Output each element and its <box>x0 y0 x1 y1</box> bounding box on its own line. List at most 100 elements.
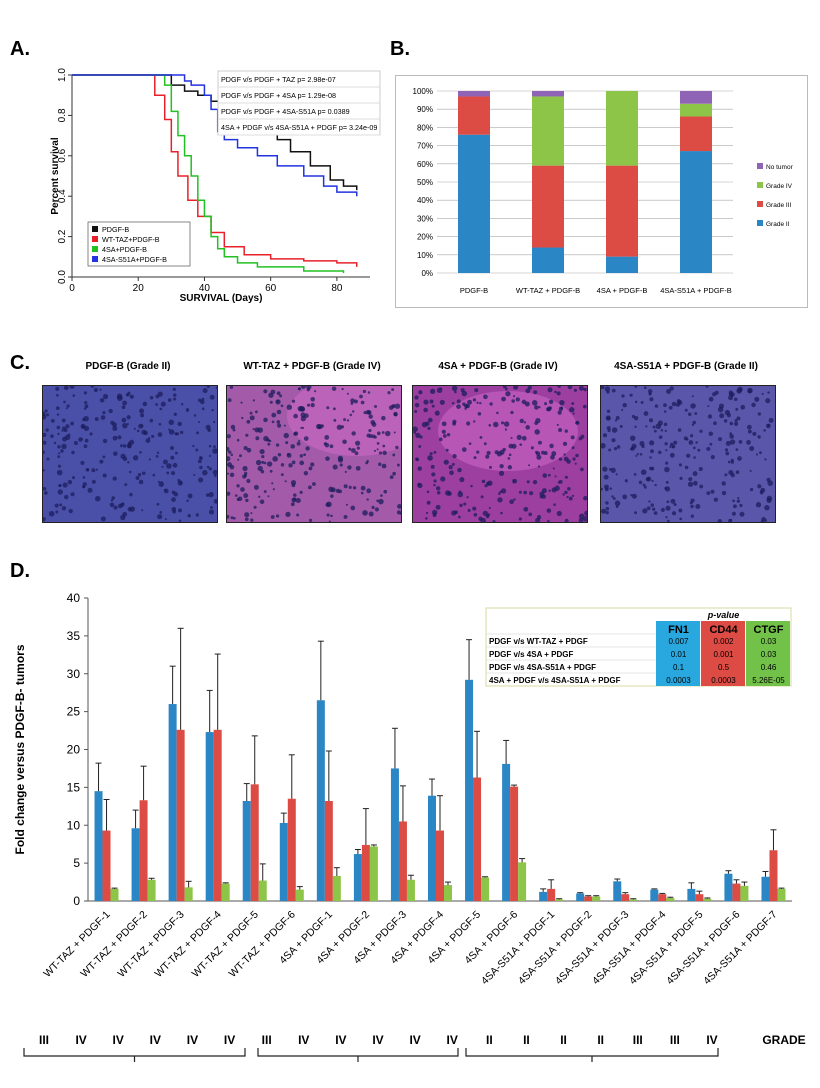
d-bar-CTGF <box>481 877 490 901</box>
a-legend-swatch <box>92 256 98 262</box>
d-pvalue-cell: 0.002 <box>713 637 734 646</box>
fold-change-bar-chart: 0 5 10 15 20 25 30 35 40 Fold change versus PDGF-… <box>13 591 806 1062</box>
a-x-tick-label: 40 <box>199 283 211 294</box>
b-legend-swatch <box>757 201 763 207</box>
a-legend-label: 4SA-S51A+PDGF-B <box>102 255 167 264</box>
d-category-label: WT-TAZ + PDGF-2 <box>78 909 149 980</box>
b-bar-segment-0 <box>532 247 564 273</box>
d-bar-CTGF <box>110 888 119 901</box>
d-pvalue-row-label: PDGF v/s 4SA + PDGF <box>489 650 574 659</box>
a-legend-swatch <box>92 236 98 242</box>
d-category-label: WT-TAZ + PDGF-4 <box>153 909 224 980</box>
b-legend-label: Grade III <box>766 202 791 209</box>
d-grade-label: IV <box>335 1033 346 1047</box>
b-bar-segment-2 <box>680 103 712 117</box>
histology-title: 4SA-S51A + PDGF-B (Grade II) <box>614 361 758 372</box>
d-bar-CD44 <box>213 729 222 901</box>
b-legend-label: Grade IV <box>766 183 793 190</box>
a-legend <box>87 221 191 267</box>
d-bar-CTGF <box>777 888 786 901</box>
b-bar-segment-1 <box>606 165 638 257</box>
d-bar-FN1 <box>353 854 362 901</box>
a-survival-line-3 <box>72 74 358 197</box>
d-bar-FN1 <box>502 763 511 901</box>
d-category-label: WT-TAZ + PDGF-5 <box>190 909 261 980</box>
d-bar-CD44 <box>361 844 370 901</box>
a-y-axis-label: Percent survival <box>50 137 61 214</box>
d-bar-CTGF <box>592 896 601 901</box>
d-bar-CD44 <box>510 786 519 901</box>
d-pvalue-cell: 0.001 <box>713 650 734 659</box>
b-y-tick-label: 0% <box>421 269 433 278</box>
d-bar-FN1 <box>687 888 696 901</box>
d-pvalue-row-label: PDGF v/s 4SA-S51A + PDGF <box>489 663 596 672</box>
d-group-bracket <box>23 1048 246 1057</box>
d-pvalue-cell: 0.03 <box>761 650 777 659</box>
d-bar-CD44 <box>621 894 630 901</box>
b-bar-segment-0 <box>606 256 638 273</box>
d-grade-label: IV <box>298 1033 309 1047</box>
d-bar-FN1 <box>613 881 622 901</box>
d-group-bracket <box>257 1048 459 1057</box>
d-bar-CTGF <box>184 887 193 901</box>
d-bar-CTGF <box>332 876 341 901</box>
a-y-tick-label: 1.0 <box>57 68 68 82</box>
b-bar-segment-1 <box>680 116 712 152</box>
d-pvalue-cell: 0.03 <box>761 637 777 646</box>
d-pvalue-cell: 0.0003 <box>666 676 691 685</box>
b-y-tick-label: 100% <box>413 87 433 96</box>
histology-image <box>42 385 218 523</box>
b-category-label: 4SA-S51A + PDGF-B <box>660 286 732 295</box>
histology-title: WT-TAZ + PDGF-B (Grade IV) <box>243 361 381 372</box>
b-bar-segment-0 <box>680 151 712 273</box>
d-pvalue-column-bg <box>701 621 745 686</box>
a-survival-line-2 <box>72 74 345 273</box>
d-grade-label: IV <box>224 1033 235 1047</box>
d-grade-label: II <box>597 1033 604 1047</box>
b-category-label: WT-TAZ + PDGF-B <box>516 286 580 295</box>
d-y-tick-label: 10 <box>67 818 81 832</box>
d-pvalue-column-header: CD44 <box>709 624 738 636</box>
b-bar-segment-1 <box>458 96 490 135</box>
d-bar-CD44 <box>139 800 148 901</box>
d-group-bracket <box>465 1048 719 1057</box>
d-pvalue-cell: 0.46 <box>761 663 777 672</box>
d-grade-label: IV <box>75 1033 86 1047</box>
b-bar-segment-2 <box>532 96 564 166</box>
a-pvalue-annotation: PDGF v/s PDGF + 4SA p= 1.29e-08 <box>221 91 336 100</box>
d-grade-label: II <box>560 1033 567 1047</box>
a-x-axis-label: SURVIVAL (Days) <box>180 293 263 304</box>
a-legend-label: PDGF-B <box>102 225 129 234</box>
d-pvalue-cell: 0.5 <box>718 663 730 672</box>
d-bar-FN1 <box>242 801 251 901</box>
b-y-tick-label: 50% <box>417 178 433 187</box>
d-bar-CTGF <box>666 897 675 901</box>
d-grade-label: IV <box>113 1033 124 1047</box>
d-bar-CTGF <box>406 879 415 901</box>
b-y-tick-label: 30% <box>417 214 433 223</box>
d-grade-heading: GRADE <box>762 1033 805 1047</box>
d-bar-CD44 <box>324 801 333 901</box>
d-bar-CTGF <box>555 899 564 901</box>
b-bar-segment-0 <box>458 134 490 273</box>
d-grade-label: II <box>523 1033 530 1047</box>
b-legend-label: No tumor <box>766 164 794 171</box>
d-grade-label: II <box>486 1033 493 1047</box>
histology-image <box>226 385 402 523</box>
a-legend-label: WT-TAZ+PDGF-B <box>102 235 160 244</box>
a-y-tick-label: 0.4 <box>57 189 68 203</box>
histology-title: PDGF-B (Grade II) <box>85 361 171 372</box>
a-pvalue-annotation: PDGF v/s PDGF + 4SA-S51A p= 0.0389 <box>221 107 350 116</box>
a-pvalue-annotation: 4SA + PDGF v/s 4SA-S51A + PDGF p= 3.24e-… <box>221 123 377 132</box>
d-bar-FN1 <box>94 791 103 901</box>
d-y-tick-label: 20 <box>67 743 81 757</box>
d-grade-label: IV <box>372 1033 383 1047</box>
panel-label-c: C. <box>10 352 30 374</box>
d-category-label: WT-TAZ + PDGF-3 <box>116 909 187 980</box>
grade-stacked-bar-chart: 0% 10% 20% 30% 40% 50% 60% 70% 80% 90% 100% PDGF-B W… <box>395 75 808 308</box>
d-bar-CD44 <box>732 883 741 901</box>
d-bar-CD44 <box>287 798 296 901</box>
d-y-tick-label: 15 <box>67 780 81 794</box>
d-y-tick-label: 40 <box>67 591 81 605</box>
b-legend-swatch <box>757 182 763 188</box>
